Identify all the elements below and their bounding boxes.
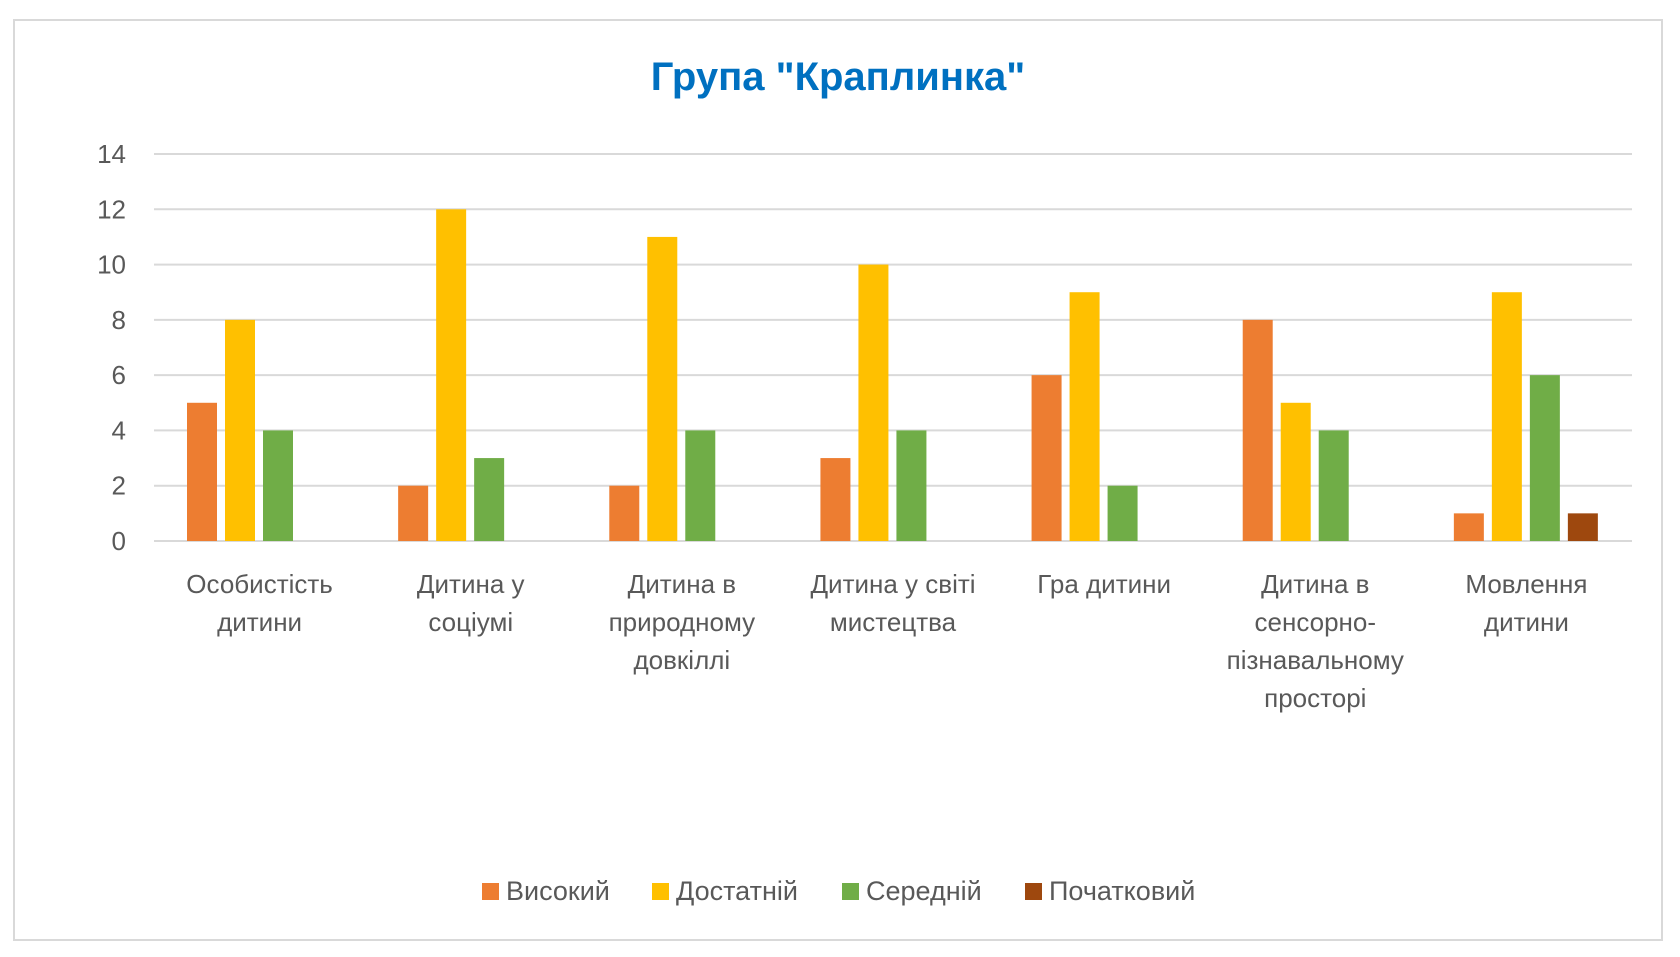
bar-Високий (609, 485, 640, 541)
x-tick-label: Дитина у (417, 569, 525, 599)
bar-Достатній (225, 319, 255, 541)
x-tick-label: Дитина в (628, 569, 736, 599)
x-tick-label: Мовлення (1465, 569, 1587, 599)
bar-Достатній (1491, 292, 1522, 541)
chart-title: Група "Краплинка" (651, 55, 1025, 99)
legend-swatch (1025, 883, 1042, 900)
bar-Високий (1242, 319, 1273, 541)
y-tick-label: 4 (112, 415, 126, 445)
y-tick-label: 8 (112, 305, 126, 335)
x-tick-label: сенсорно- (1255, 607, 1377, 637)
y-tick-label: 6 (112, 360, 126, 390)
bar-Достатній (1069, 292, 1100, 541)
bar-Високий (1453, 513, 1484, 541)
y-tick-label: 12 (97, 194, 126, 224)
bar-Середній (1107, 485, 1138, 541)
y-tick-label: 14 (97, 139, 126, 169)
legend-label: Високий (506, 876, 610, 906)
x-tick-label: соціумі (428, 607, 513, 637)
bar-Високий (820, 458, 851, 541)
bar-Середній (1318, 430, 1349, 541)
legend-label: Початковий (1049, 876, 1195, 906)
bar-Середній (685, 430, 716, 541)
x-tick-label: дитини (1484, 607, 1569, 637)
bar-Високий (398, 485, 429, 541)
legend-swatch (842, 883, 859, 900)
bar-Середній (263, 430, 293, 541)
x-tick-label: природному (609, 607, 756, 637)
x-tick-label: Гра дитини (1037, 569, 1171, 599)
y-tick-label: 2 (112, 471, 126, 501)
bar-Достатній (647, 236, 678, 541)
legend-label: Середній (866, 876, 982, 906)
bar-Високий (187, 402, 217, 541)
bar-Середній (1529, 375, 1560, 541)
bar-Середній (474, 458, 505, 541)
x-tick-label: пізнавальному (1227, 645, 1404, 675)
legend-swatch (482, 883, 499, 900)
x-tick-label: Дитина у світі (810, 569, 975, 599)
bar-Початковий (1567, 513, 1598, 541)
x-tick-label: просторі (1264, 683, 1366, 713)
x-tick-label: Особистість (186, 569, 333, 599)
legend-swatch (652, 883, 669, 900)
y-tick-label: 0 (112, 526, 126, 556)
bar-Достатній (858, 264, 889, 541)
x-tick-label: Дитина в (1261, 569, 1369, 599)
x-tick-label: довкіллі (633, 645, 730, 675)
bar-Достатній (1280, 402, 1311, 541)
legend-label: Достатній (676, 876, 798, 906)
bar-Достатній (436, 209, 467, 542)
chart-frame (13, 19, 1663, 941)
y-tick-label: 10 (97, 250, 126, 280)
x-tick-label: мистецтва (830, 607, 957, 637)
bar-Високий (1031, 375, 1062, 541)
bar-Середній (896, 430, 927, 541)
x-tick-label: дитини (217, 607, 302, 637)
